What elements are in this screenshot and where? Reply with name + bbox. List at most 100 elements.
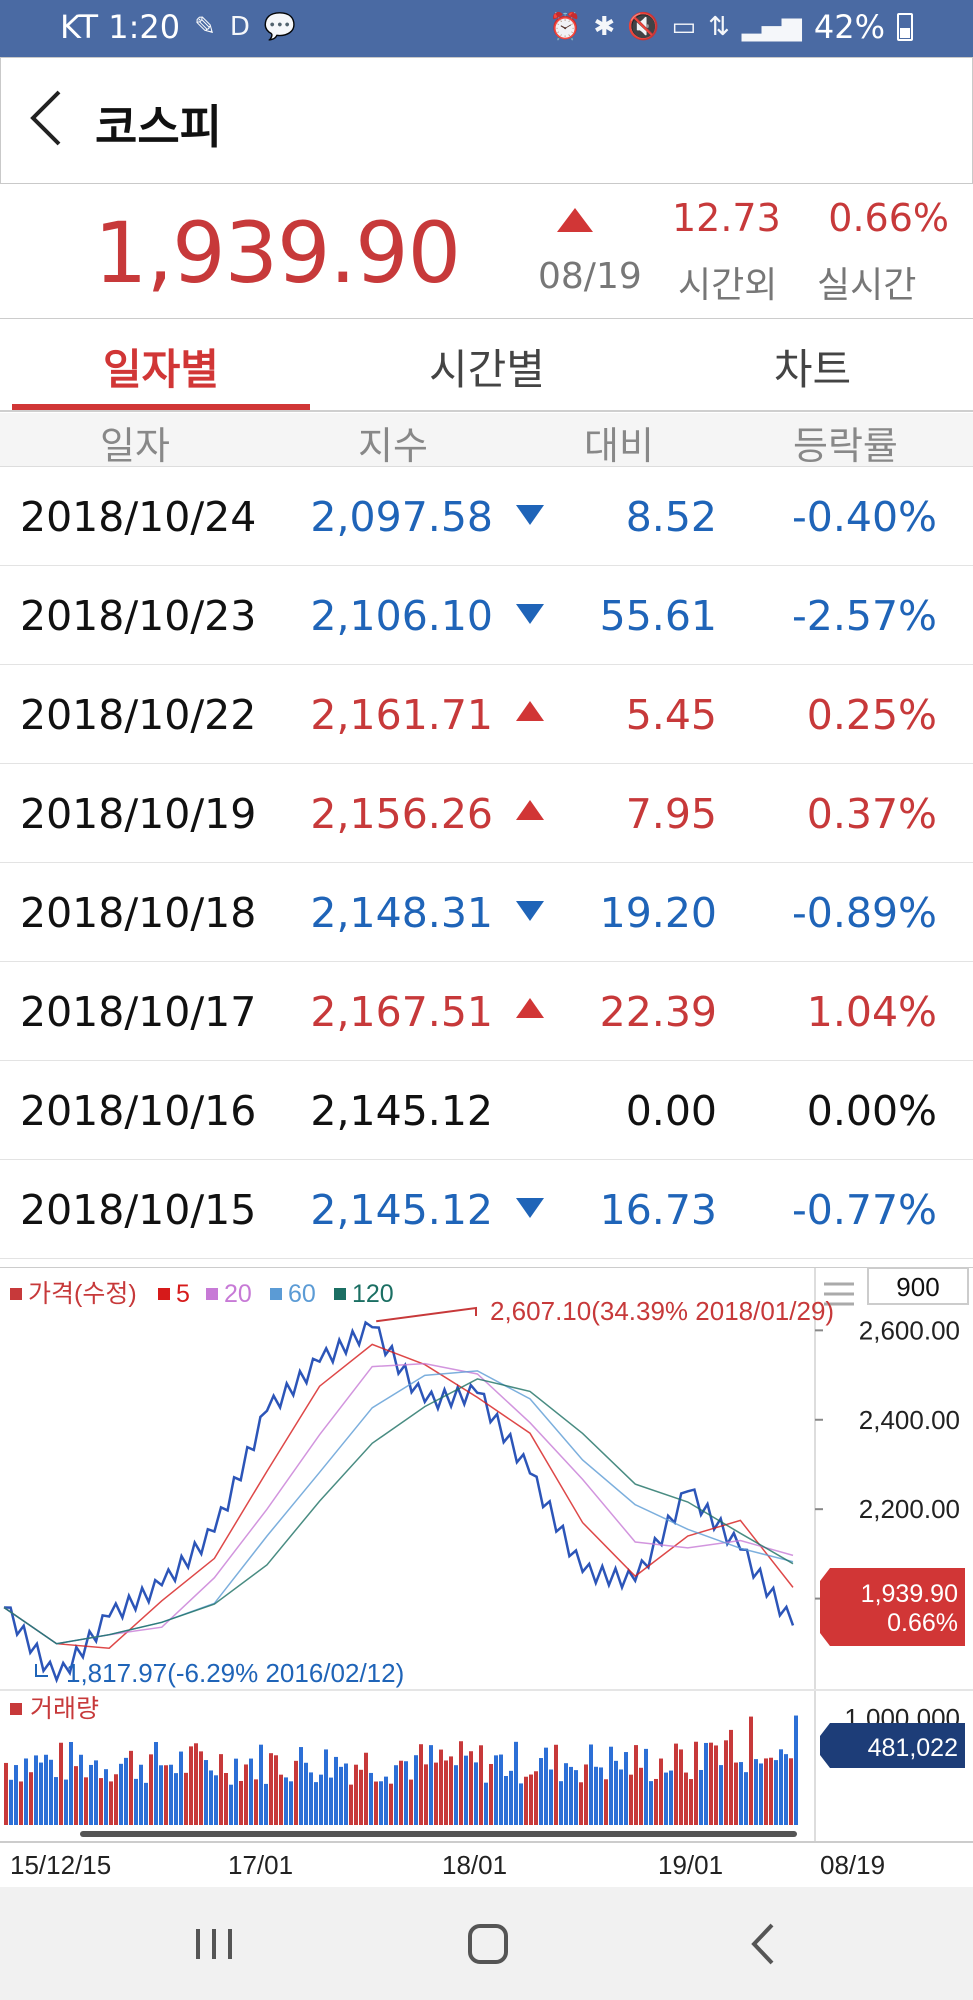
volume-bar bbox=[374, 1781, 378, 1825]
volume-bar bbox=[24, 1758, 28, 1825]
volume-bar bbox=[764, 1758, 768, 1825]
volume-bar bbox=[544, 1747, 548, 1825]
volume-bar bbox=[779, 1749, 783, 1825]
volume-bar bbox=[279, 1774, 283, 1825]
volume-bar bbox=[179, 1751, 183, 1825]
volume-legend-swatch bbox=[10, 1703, 22, 1715]
up-triangle-icon bbox=[516, 800, 544, 820]
table-row[interactable]: 2018/10/23 2,106.10 55.61 -2.57% bbox=[0, 566, 973, 665]
volume-bar bbox=[404, 1761, 408, 1825]
table-row[interactable]: 2018/10/22 2,161.71 5.45 0.25% bbox=[0, 665, 973, 764]
volume-bar bbox=[499, 1754, 503, 1825]
volume-bar bbox=[319, 1774, 323, 1825]
volume-bar bbox=[439, 1749, 443, 1825]
volume-bar bbox=[619, 1769, 623, 1825]
tab-bar: 일자별 시간별 차트 bbox=[0, 320, 973, 412]
recent-apps-icon[interactable] bbox=[192, 1919, 236, 1969]
price-chart[interactable]: 가격(수정) 5 20 60 120 900 2,600.00 2,400.00 2,200.0… bbox=[0, 1267, 973, 1887]
after-hours-label[interactable]: 시간외 bbox=[678, 265, 778, 306]
x-tick-label: 18/01 bbox=[442, 1850, 507, 1880]
row-change: 55.61 bbox=[599, 592, 717, 640]
volume-bar bbox=[769, 1757, 773, 1825]
realtime-label[interactable]: 실시간 bbox=[817, 265, 917, 306]
volume-bar bbox=[674, 1743, 678, 1825]
back-arrow-icon[interactable] bbox=[27, 88, 67, 148]
row-date: 2018/10/23 bbox=[20, 592, 257, 640]
volume-bar bbox=[454, 1765, 458, 1825]
table-row[interactable]: 2018/10/19 2,156.26 7.95 0.37% bbox=[0, 764, 973, 863]
legend-swatch bbox=[206, 1288, 218, 1300]
carrier-time: KT 1:20 bbox=[60, 8, 181, 46]
volume-bar bbox=[379, 1781, 383, 1825]
home-icon[interactable] bbox=[463, 1919, 513, 1969]
volume-bar bbox=[369, 1772, 373, 1825]
table-row[interactable]: 2018/10/17 2,167.51 22.39 1.04% bbox=[0, 962, 973, 1061]
legend-label: 가격(수정) bbox=[28, 1280, 137, 1308]
volume-bar bbox=[649, 1781, 653, 1825]
legend-swatch bbox=[334, 1288, 346, 1300]
status-bar: KT 1:20 ✎ D 💬 ⏰ ✱ 🔇 ▭ ⇅ ▂▄▆ 42% bbox=[0, 0, 973, 57]
volume-bar bbox=[84, 1777, 88, 1825]
volume-bar bbox=[164, 1765, 168, 1825]
volume-bar bbox=[89, 1764, 93, 1825]
volume-bar bbox=[184, 1772, 188, 1825]
tab-daily[interactable]: 일자별 bbox=[103, 344, 219, 394]
legend-swatch bbox=[270, 1288, 282, 1300]
bluetooth-icon: ✱ bbox=[593, 12, 616, 42]
tab-hourly[interactable]: 시간별 bbox=[429, 344, 545, 394]
volume-bar bbox=[449, 1756, 453, 1825]
volume-bar bbox=[4, 1762, 8, 1825]
period-count-value: 900 bbox=[896, 1272, 939, 1302]
row-change-rate: -0.77% bbox=[791, 1186, 937, 1234]
volume-bar bbox=[284, 1777, 288, 1825]
row-date: 2018/10/15 bbox=[20, 1186, 257, 1234]
table-row[interactable]: 2018/10/18 2,148.31 19.20 -0.89% bbox=[0, 863, 973, 962]
page-title: 코스피 bbox=[95, 100, 222, 154]
volume-bar bbox=[234, 1758, 238, 1825]
volume-bar bbox=[749, 1716, 753, 1825]
legend-label: 120 bbox=[352, 1280, 394, 1308]
row-index-value: 2,156.26 bbox=[310, 790, 493, 838]
ma-120-line bbox=[3, 1378, 794, 1645]
volume-bar bbox=[214, 1775, 218, 1825]
table-row[interactable]: 2018/10/24 2,097.58 8.52 -0.40% bbox=[0, 467, 973, 566]
legend-label: 20 bbox=[224, 1280, 252, 1308]
row-date: 2018/10/17 bbox=[20, 988, 257, 1036]
row-change-rate: 0.25% bbox=[806, 691, 937, 739]
chart-scrollbar[interactable] bbox=[80, 1831, 797, 1837]
volume-bar bbox=[99, 1778, 103, 1825]
row-date: 2018/10/24 bbox=[20, 493, 257, 541]
volume-bar bbox=[169, 1764, 173, 1825]
period-count-box[interactable] bbox=[867, 1268, 969, 1305]
volume-bar bbox=[364, 1752, 368, 1825]
volume-bar bbox=[389, 1783, 393, 1825]
chart-canvas[interactable]: 가격(수정) 5 20 60 120 900 2,600.00 2,400.00 2,200.0… bbox=[0, 1268, 973, 1888]
volume-bar bbox=[134, 1778, 138, 1825]
volume-label: 거래량 bbox=[30, 1695, 99, 1723]
volume-bar bbox=[759, 1763, 763, 1825]
back-icon[interactable] bbox=[744, 1919, 784, 1969]
volume-bar bbox=[29, 1772, 33, 1825]
volume-bar bbox=[484, 1782, 488, 1825]
y-tick-label: 2,200.00 bbox=[859, 1494, 960, 1524]
volume-bar bbox=[509, 1770, 513, 1825]
table-row[interactable]: 2018/10/15 2,145.12 16.73 -0.77% bbox=[0, 1160, 973, 1259]
volume-bar bbox=[424, 1764, 428, 1825]
table-row[interactable]: 2018/10/16 2,145.12 0.00 0.00% bbox=[0, 1061, 973, 1160]
system-nav-bar bbox=[0, 1887, 973, 2000]
volume-bar bbox=[684, 1772, 688, 1825]
x-tick-label: 15/12/15 bbox=[10, 1850, 111, 1880]
volume-bar bbox=[194, 1743, 198, 1825]
volume-bar bbox=[399, 1760, 403, 1825]
up-triangle-icon bbox=[557, 208, 593, 232]
volume-bar bbox=[199, 1751, 203, 1825]
menu-icon[interactable] bbox=[824, 1282, 854, 1306]
legend-label: 5 bbox=[176, 1280, 190, 1308]
volume-bar bbox=[34, 1755, 38, 1825]
volume-bar bbox=[559, 1781, 563, 1825]
volume-bar bbox=[64, 1779, 68, 1825]
volume-bar bbox=[244, 1764, 248, 1825]
row-change-rate: 0.37% bbox=[806, 790, 937, 838]
price-tag-percent: 0.66% bbox=[887, 1609, 958, 1637]
tab-chart[interactable]: 차트 bbox=[773, 344, 852, 394]
